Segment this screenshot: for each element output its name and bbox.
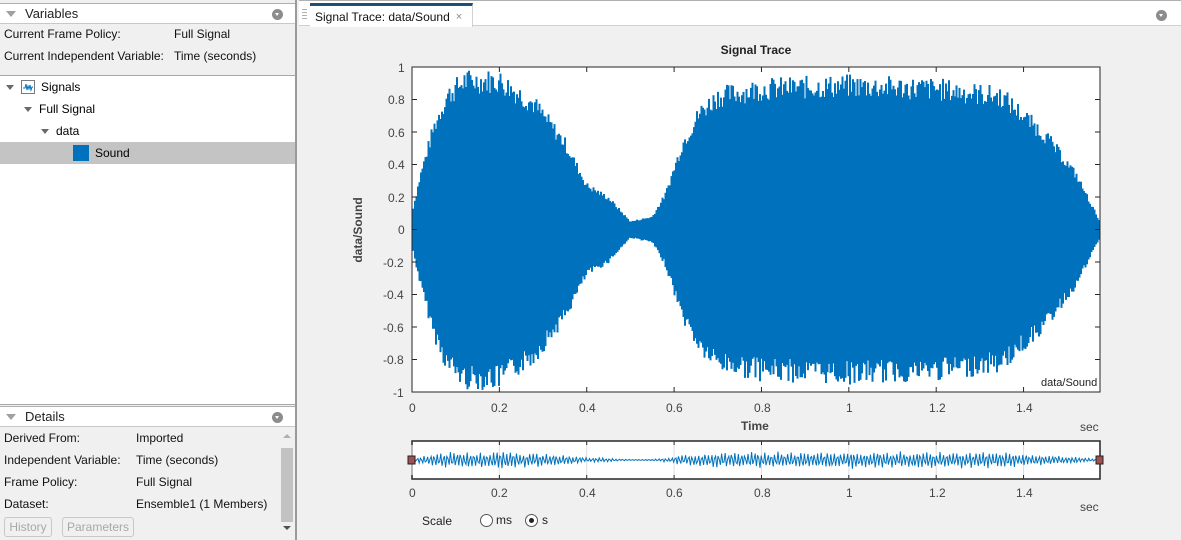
drag-grip-icon[interactable] xyxy=(302,9,307,19)
indep-var-label: Current Independent Variable: xyxy=(4,49,164,63)
details-panel-header[interactable]: Details xyxy=(0,406,295,427)
panel-options-icon[interactable] xyxy=(272,9,283,20)
indep-var-value: Time (seconds) xyxy=(174,49,257,63)
collapse-triangle-icon[interactable] xyxy=(6,10,16,17)
x-tick-label: 0.4 xyxy=(579,401,596,415)
x-tick-label: 0 xyxy=(409,401,416,415)
expand-triangle-icon[interactable] xyxy=(6,84,14,90)
frame-policy-row: Current Frame Policy: Full Signal xyxy=(4,27,230,41)
x-tick-label: 0.8 xyxy=(754,401,771,415)
expand-triangle-icon[interactable] xyxy=(41,128,49,134)
color-swatch-icon[interactable] xyxy=(73,145,89,161)
details-row: Derived From: Imported xyxy=(4,431,183,445)
scale-s-radio[interactable] xyxy=(525,514,538,527)
tree-item-sound[interactable]: Sound xyxy=(0,142,295,164)
document-area: Signal Trace: data/Sound × xyxy=(299,0,1181,540)
x-tick-label: 0.6 xyxy=(666,401,683,415)
x-axis-label: Time xyxy=(741,419,769,433)
document-tabbar: Signal Trace: data/Sound × xyxy=(299,0,1181,27)
y-tick-label: 0.6 xyxy=(388,126,405,140)
y-tick-label: -1 xyxy=(393,386,404,400)
y-tick-label: -0.2 xyxy=(383,256,404,270)
details-row: Independent Variable: Time (seconds) xyxy=(4,453,218,467)
panner-x-unit-label: sec xyxy=(1080,500,1099,514)
details-value: Ensemble1 (1 Members) xyxy=(136,497,268,511)
panner-x-tick-label: 0 xyxy=(409,486,416,500)
tree-item-label: Full Signal xyxy=(39,102,96,116)
y-axis-label: data/Sound xyxy=(351,197,365,263)
document-options-icon[interactable] xyxy=(1156,10,1167,21)
y-tick-label: -0.4 xyxy=(383,288,404,302)
panner-right-handle xyxy=(1095,455,1104,465)
tab-signal-trace[interactable]: Signal Trace: data/Sound × xyxy=(310,3,473,27)
details-value: Full Signal xyxy=(136,475,193,489)
signal-waveform xyxy=(412,70,1100,390)
panner-x-tick-label: 1 xyxy=(846,486,853,500)
details-row: Frame Policy: Full Signal xyxy=(4,475,192,489)
collapse-triangle-icon[interactable] xyxy=(6,413,16,420)
x-tick-label: 0.2 xyxy=(491,401,508,415)
scroll-down-arrow-icon[interactable] xyxy=(283,526,291,530)
left-panel: Variables Current Frame Policy: Full Sig… xyxy=(0,0,297,540)
variables-panel-title: Variables xyxy=(25,6,79,21)
details-key: Dataset: xyxy=(4,497,49,511)
panner-x-tick-label: 1.2 xyxy=(929,486,946,500)
details-value: Imported xyxy=(136,431,184,445)
scale-label: Scale xyxy=(422,514,453,528)
details-panel-title: Details xyxy=(25,409,65,424)
panner-x-tick-label: 1.4 xyxy=(1016,486,1033,500)
scrollbar-thumb[interactable] xyxy=(281,448,293,522)
frame-policy-value: Full Signal xyxy=(174,27,231,41)
tree-item-data[interactable]: data xyxy=(0,120,295,142)
tree-item-signals[interactable]: Signals xyxy=(0,76,295,98)
y-tick-label: 0 xyxy=(398,223,405,237)
panner-left-handle xyxy=(407,455,416,465)
tree-item-label: data xyxy=(56,124,80,138)
y-tick-label: 0.2 xyxy=(388,191,405,205)
parameters-button[interactable]: Parameters xyxy=(62,517,134,537)
expand-triangle-icon[interactable] xyxy=(24,106,32,112)
details-key: Frame Policy: xyxy=(4,475,78,489)
panel-options-icon[interactable] xyxy=(272,412,283,423)
variables-panel-header[interactable]: Variables xyxy=(0,3,295,24)
legend-label: data/Sound xyxy=(1041,377,1098,389)
details-scrollbar[interactable] xyxy=(280,430,294,538)
y-tick-label: 1 xyxy=(398,61,405,75)
frame-policy-label: Current Frame Policy: xyxy=(4,27,121,41)
scale-ms-radio[interactable] xyxy=(480,514,493,527)
details-key: Independent Variable: xyxy=(4,453,121,467)
indep-var-row: Current Independent Variable: Time (seco… xyxy=(4,49,256,63)
y-tick-label: -0.6 xyxy=(383,321,404,335)
panner-x-tick-label: 0.6 xyxy=(666,486,683,500)
details-row: Dataset: Ensemble1 (1 Members) xyxy=(4,497,267,511)
scroll-up-arrow-icon[interactable] xyxy=(283,434,291,438)
y-tick-label: -0.8 xyxy=(383,353,404,367)
x-tick-label: 1 xyxy=(846,401,853,415)
scale-s-label[interactable]: s xyxy=(542,513,548,527)
tree-item-label: Signals xyxy=(41,80,81,94)
scale-ms-label[interactable]: ms xyxy=(496,513,512,527)
y-tick-label: 0.4 xyxy=(388,158,405,172)
x-tick-label: 1.4 xyxy=(1016,401,1033,415)
x-tick-label: 1.2 xyxy=(929,401,946,415)
details-value: Time (seconds) xyxy=(136,453,219,467)
close-icon[interactable]: × xyxy=(455,10,463,23)
signal-tree: Signals Full Signal data Sound xyxy=(0,75,295,405)
tab-label: Signal Trace: data/Sound xyxy=(315,9,450,24)
history-button[interactable]: History xyxy=(4,517,52,537)
y-tick-label: 0.8 xyxy=(388,93,405,107)
panner-x-tick-label: 0.2 xyxy=(491,486,508,500)
tree-item-label: Sound xyxy=(95,146,130,160)
chart-title: Signal Trace xyxy=(720,43,792,57)
panner-x-tick-label: 0.4 xyxy=(579,486,596,500)
panner-x-tick-label: 0.8 xyxy=(754,486,771,500)
signal-icon xyxy=(21,80,35,94)
details-key: Derived From: xyxy=(4,431,81,445)
tree-item-full-signal[interactable]: Full Signal xyxy=(0,98,295,120)
x-unit-label: sec xyxy=(1080,420,1099,434)
